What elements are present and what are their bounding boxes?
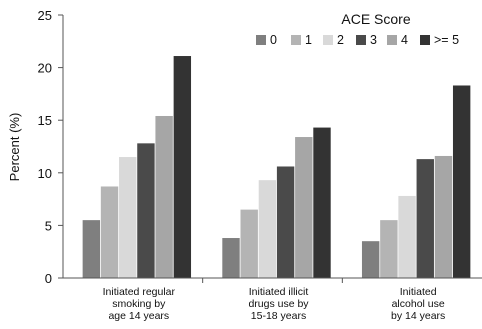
legend-label: >= 5 xyxy=(434,33,459,47)
bar xyxy=(240,209,258,278)
legend-swatch xyxy=(256,35,266,45)
legend-swatch xyxy=(323,35,333,45)
x-category-label: Initiated alcohol use by 14 years xyxy=(391,286,445,322)
bar xyxy=(222,238,240,278)
bar xyxy=(398,195,416,278)
legend-label: 1 xyxy=(305,33,312,47)
bar xyxy=(276,166,295,278)
legend-title: ACE Score xyxy=(341,11,410,27)
legend-swatch xyxy=(387,35,397,45)
axes xyxy=(62,15,482,283)
legend-item: 2 xyxy=(323,33,344,47)
legend-item: 4 xyxy=(387,33,408,47)
bars xyxy=(82,56,471,279)
legend-item: 0 xyxy=(256,33,277,47)
legend-items: 0 1 2 3 4 >= 5 xyxy=(256,33,459,47)
x-axis-category-labels: Initiated regular smoking by age 14 years I… xyxy=(103,286,446,322)
bar xyxy=(82,220,101,278)
y-tick-label: 0 xyxy=(45,271,52,286)
y-tick-label: 15 xyxy=(38,113,52,128)
x-category-label: Initiated regular smoking by age 14 years xyxy=(103,286,176,322)
legend-swatch xyxy=(356,35,366,45)
bar xyxy=(295,137,313,278)
bar xyxy=(416,159,434,278)
legend-label: 3 xyxy=(370,33,377,47)
bar xyxy=(119,157,137,278)
legend-swatch xyxy=(420,35,430,45)
bar xyxy=(258,180,277,278)
legend-item: 1 xyxy=(291,33,312,47)
bar xyxy=(361,241,380,278)
y-tick-label: 20 xyxy=(38,61,52,76)
legend-item: >= 5 xyxy=(420,33,459,47)
bar xyxy=(100,186,119,278)
legend-swatch xyxy=(291,35,301,45)
bar xyxy=(137,143,155,278)
bar xyxy=(313,127,331,279)
y-tick-label: 25 xyxy=(38,8,52,23)
y-tick-label: 10 xyxy=(38,166,52,181)
legend-label: 0 xyxy=(270,33,277,47)
legend-label: 4 xyxy=(401,33,408,47)
x-category-label: Initiated illicit drugs use by 15-18 years xyxy=(248,286,309,322)
y-axis-label: Percent (%) xyxy=(7,113,22,182)
y-tick-label: 5 xyxy=(45,218,52,233)
bar xyxy=(173,56,192,278)
bar xyxy=(380,220,398,278)
y-axis-ticks: 0 5 10 15 20 25 xyxy=(38,8,63,286)
bar xyxy=(434,155,453,278)
legend-item: 3 xyxy=(356,33,377,47)
bar xyxy=(452,85,471,278)
legend: ACE Score 0 1 2 3 4 >= 5 xyxy=(256,11,459,47)
bar xyxy=(155,115,173,278)
legend-label: 2 xyxy=(337,33,344,47)
